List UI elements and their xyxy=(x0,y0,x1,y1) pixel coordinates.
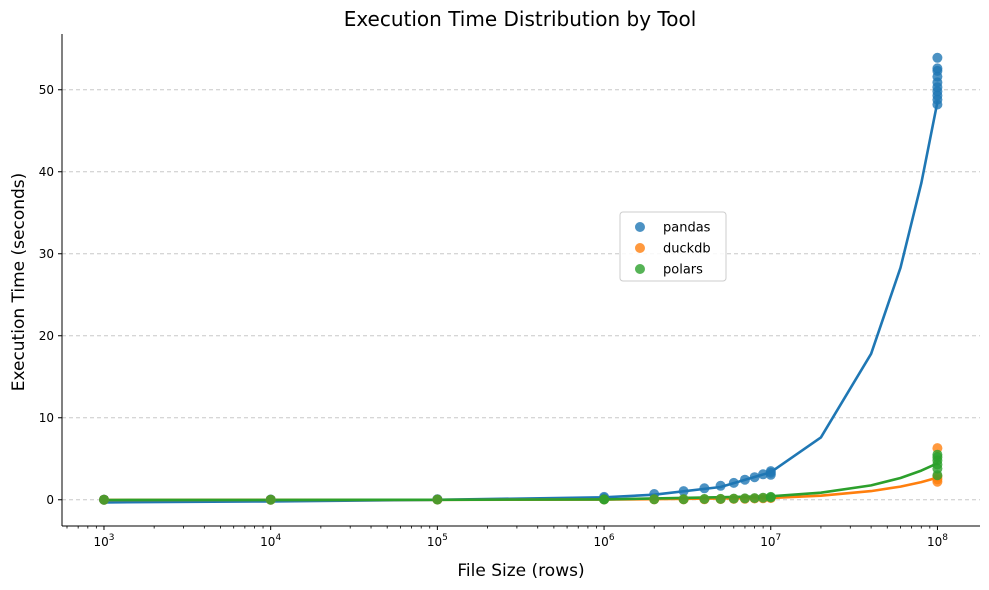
legend: pandas duckdb polars xyxy=(619,211,727,282)
x-tick-label: 107 xyxy=(760,533,781,549)
duckdb-trend-line xyxy=(102,476,939,502)
x-axis-label: File Size (rows) xyxy=(457,561,584,581)
pandas-point xyxy=(678,486,689,497)
polars-point xyxy=(699,494,710,504)
polars-point xyxy=(599,494,610,505)
polars-point xyxy=(739,493,750,504)
legend-marker-duckdb xyxy=(635,243,645,253)
pandas-point xyxy=(758,469,769,480)
legend-marker-polars xyxy=(635,264,645,274)
data-points xyxy=(99,52,943,505)
pandas-point xyxy=(765,466,776,477)
polars-point xyxy=(99,494,109,505)
y-axis-label: Execution Time (seconds) xyxy=(9,173,29,392)
polars-point xyxy=(765,491,776,502)
polars-point xyxy=(678,494,689,505)
x-tick-label: 104 xyxy=(260,533,281,549)
polars-point xyxy=(715,493,726,504)
x-axis-ticks: 103 104 105 106 107 108 xyxy=(66,526,948,549)
legend-marker-pandas xyxy=(635,222,645,232)
y-axis-ticks: 0 10 20 30 40 50 xyxy=(39,83,62,507)
pandas-point xyxy=(932,52,943,63)
y-tick-label: 50 xyxy=(39,83,54,97)
y-tick-label: 20 xyxy=(39,329,54,343)
pandas-point xyxy=(749,472,760,483)
x-tick-label: 105 xyxy=(427,533,448,549)
polars-point xyxy=(649,494,660,505)
x-tick-label: 103 xyxy=(93,533,114,549)
pandas-point xyxy=(715,480,726,491)
legend-label-pandas: pandas xyxy=(663,221,711,236)
polars-point xyxy=(432,494,443,505)
legend-label-polars: polars xyxy=(663,263,703,278)
x-tick-label: 106 xyxy=(594,533,615,549)
y-tick-label: 0 xyxy=(46,493,54,507)
polars-point xyxy=(758,492,769,503)
y-gridlines xyxy=(62,89,980,501)
polars-point xyxy=(932,449,943,460)
pandas-trend-line xyxy=(102,100,939,504)
pandas-point xyxy=(932,63,943,74)
legend-label-duckdb: duckdb xyxy=(663,242,711,257)
polars-point xyxy=(728,493,739,504)
polars-trend-line xyxy=(102,462,939,502)
polars-point xyxy=(265,494,276,505)
chart-title: Execution Time Distribution by Tool xyxy=(344,7,697,31)
polars-point xyxy=(749,493,760,504)
legend-frame xyxy=(619,211,727,282)
y-tick-label: 10 xyxy=(39,411,54,425)
y-tick-label: 30 xyxy=(39,247,54,261)
x-tick-label: 108 xyxy=(927,533,948,549)
pandas-point xyxy=(728,477,739,488)
pandas-point xyxy=(739,474,750,485)
pandas-point xyxy=(699,483,710,494)
y-tick-label: 40 xyxy=(39,165,54,179)
trend-lines xyxy=(102,100,939,504)
